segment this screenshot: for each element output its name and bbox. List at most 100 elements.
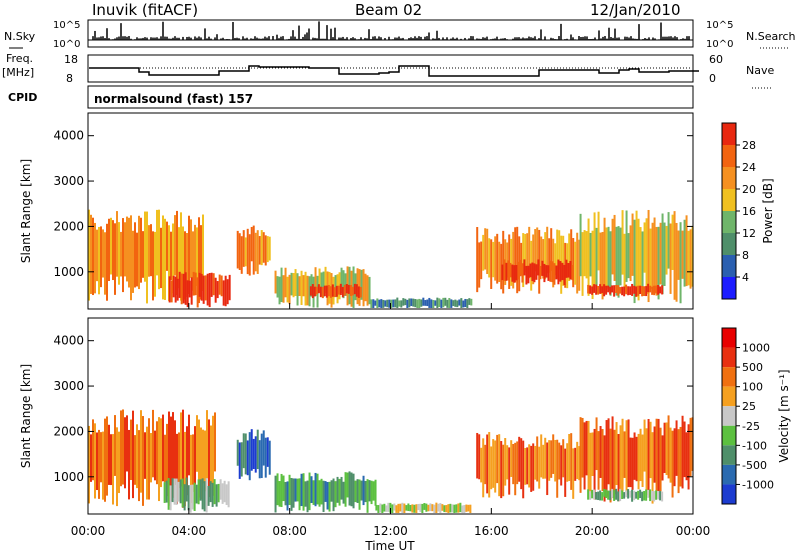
- velocity-cell: [647, 489, 650, 498]
- velocity-cell: [687, 424, 690, 490]
- power-cell: [576, 232, 579, 294]
- velocity-cell: [120, 410, 122, 487]
- power-cell: [623, 233, 626, 293]
- velocity-cell: [589, 432, 592, 494]
- velocity-panel: 1000 2000 3000 4000 Slant Range [km] 1000 50…: [19, 317, 791, 515]
- power-cell: [208, 273, 211, 308]
- power-cell: [222, 280, 225, 306]
- power-cell: [587, 218, 590, 296]
- velocity-cell: [171, 478, 174, 503]
- power-cell: [100, 226, 102, 288]
- velocity-cell: [189, 484, 192, 513]
- velocity-cell: [278, 481, 281, 507]
- velocity-cell: [655, 418, 658, 492]
- velocity-cell: [520, 438, 523, 490]
- power-cell: [637, 218, 640, 301]
- power-cell: [500, 243, 503, 290]
- velocity-cell: [611, 416, 614, 499]
- power-cell: [114, 223, 116, 295]
- power-cell: [132, 230, 134, 293]
- power-cell: [188, 280, 191, 298]
- velocity-cell: [177, 481, 180, 502]
- power-cell: [563, 264, 566, 286]
- power-cell: [353, 283, 356, 295]
- velocity-cell: [198, 419, 200, 498]
- velocity-cell: [655, 490, 658, 500]
- velocity-cell: [136, 424, 138, 489]
- velocity-cell: [132, 410, 134, 499]
- power-cell: [394, 299, 397, 308]
- velocity-cell: [601, 429, 604, 492]
- power-cell: [292, 273, 295, 298]
- power-colorbar-label: Power [dB]: [761, 178, 775, 243]
- nsky-panel-frame: [87, 19, 694, 48]
- velocity-cell: [627, 489, 630, 499]
- velocity-colorbar-tick-label: 500: [742, 361, 763, 374]
- power-colorbar-tick-label: 20: [742, 183, 756, 196]
- velocity-cell: [391, 504, 394, 513]
- power-cell: [174, 276, 177, 303]
- power-cell: [156, 209, 158, 276]
- velocity-cell: [383, 503, 386, 512]
- velocity-cell: [92, 419, 94, 481]
- velocity-cell: [574, 447, 577, 481]
- velocity-cell: [328, 481, 331, 512]
- power-cell: [126, 216, 128, 282]
- velocity-cell: [591, 489, 594, 499]
- velocity-cell: [354, 480, 357, 503]
- velocity-cell: [150, 433, 152, 483]
- velocity-cell: [639, 489, 642, 499]
- velocity-cell: [144, 432, 146, 479]
- power-cell: [178, 271, 181, 298]
- power-cell: [641, 231, 644, 296]
- power-cell: [494, 236, 497, 281]
- velocity-cell: [342, 481, 345, 504]
- power-cell: [629, 286, 632, 295]
- power-colorbar-tick-label: 16: [742, 205, 756, 218]
- power-cell: [206, 273, 209, 306]
- x-axis-label: Time UT: [364, 539, 415, 553]
- velocity-cell: [615, 422, 618, 486]
- power-cell: [629, 225, 632, 282]
- power-cell: [372, 299, 375, 308]
- velocity-cell: [148, 418, 150, 500]
- velocity-cell: [364, 480, 367, 503]
- velocity-cell: [411, 504, 414, 513]
- velocity-cell: [181, 478, 184, 508]
- power-cell: [569, 260, 572, 280]
- power-cell: [578, 239, 581, 291]
- power-cell: [639, 227, 642, 294]
- power-cell: [434, 300, 437, 306]
- x-tick-label: 20:00: [575, 524, 610, 538]
- power-cell: [392, 299, 395, 308]
- velocity-cell: [595, 417, 598, 471]
- power-cell: [454, 299, 457, 307]
- power-cell: [335, 285, 338, 297]
- velocity-cell: [665, 422, 668, 476]
- velocity-cell: [200, 427, 202, 500]
- power-region: [501, 259, 574, 286]
- velocity-cell: [110, 434, 112, 486]
- power-cell: [647, 209, 650, 303]
- velocity-cell: [212, 415, 214, 496]
- power-cell: [482, 234, 485, 271]
- velocity-cell: [635, 491, 638, 499]
- velocity-cell: [274, 475, 277, 513]
- power-cell: [278, 276, 281, 305]
- velocity-cell: [498, 434, 501, 497]
- velocity-cell: [467, 504, 470, 512]
- cpid-text: normalsound (fast) 157: [94, 92, 253, 106]
- power-cell: [476, 227, 479, 293]
- velocity-cell: [568, 433, 571, 482]
- velocity-cell: [631, 489, 634, 502]
- velocity-cell: [526, 447, 529, 485]
- velocity-cell: [206, 410, 208, 479]
- power-cell: [242, 230, 245, 267]
- velocity-cell: [552, 434, 555, 474]
- velocity-colorbar-tick-label: 1000: [742, 342, 770, 355]
- power-cell: [152, 231, 154, 301]
- velocity-cell: [508, 447, 511, 495]
- velocity-cell: [566, 443, 569, 482]
- velocity-cell: [556, 439, 559, 498]
- velocity-cell: [298, 478, 301, 511]
